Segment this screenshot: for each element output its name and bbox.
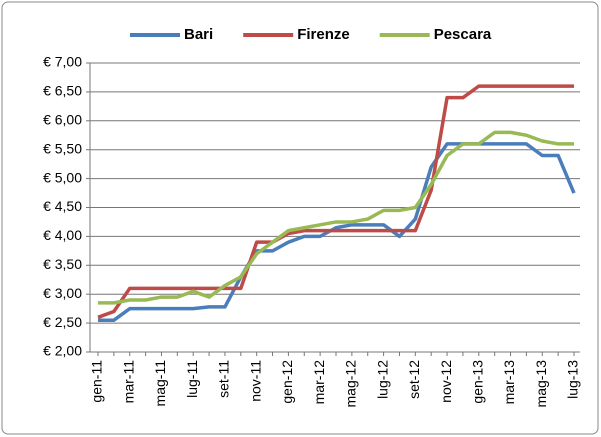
y-tick-label: € 5,00 — [43, 169, 82, 185]
series-line — [98, 130, 574, 305]
x-tick-label: mar-12 — [311, 360, 327, 405]
x-tick-label: mag-12 — [343, 360, 359, 408]
y-tick-label: € 2,00 — [43, 343, 82, 359]
x-tick-label: lug-11 — [184, 360, 200, 398]
y-tick-label: € 5,50 — [43, 140, 82, 156]
x-tick-label: set-12 — [406, 360, 422, 399]
series-line — [98, 142, 576, 322]
legend-label: Firenze — [297, 26, 350, 43]
y-tick-label: € 3,50 — [43, 256, 82, 272]
x-tick-label: mar-13 — [501, 360, 517, 405]
legend-label: Pescara — [434, 26, 492, 43]
x-tick-label: mag-11 — [152, 360, 168, 407]
x-tick-label: lug-13 — [565, 360, 581, 399]
x-tick-label: mar-11 — [120, 360, 136, 404]
x-tick-label: set-11 — [216, 360, 232, 398]
y-tick-label: € 7,00 — [43, 54, 82, 70]
y-tick-label: € 6,50 — [43, 83, 82, 99]
y-tick-label: € 4,50 — [43, 198, 82, 214]
x-tick-label: nov-12 — [438, 360, 454, 403]
y-tick-label: € 2,50 — [43, 314, 82, 330]
x-tick-label: gen-12 — [279, 360, 295, 404]
y-tick-label: € 4,00 — [43, 227, 82, 243]
legend-label: Bari — [184, 26, 213, 43]
y-tick-label: € 3,00 — [43, 285, 82, 301]
x-tick-label: nov-11 — [247, 360, 263, 402]
y-tick-label: € 6,00 — [43, 112, 82, 128]
x-tick-label: mag-13 — [533, 360, 549, 408]
x-tick-label: gen-11 — [89, 360, 105, 403]
x-tick-label: lug-12 — [374, 360, 390, 399]
series-line — [97, 84, 574, 319]
x-tick-label: gen-13 — [470, 360, 486, 404]
